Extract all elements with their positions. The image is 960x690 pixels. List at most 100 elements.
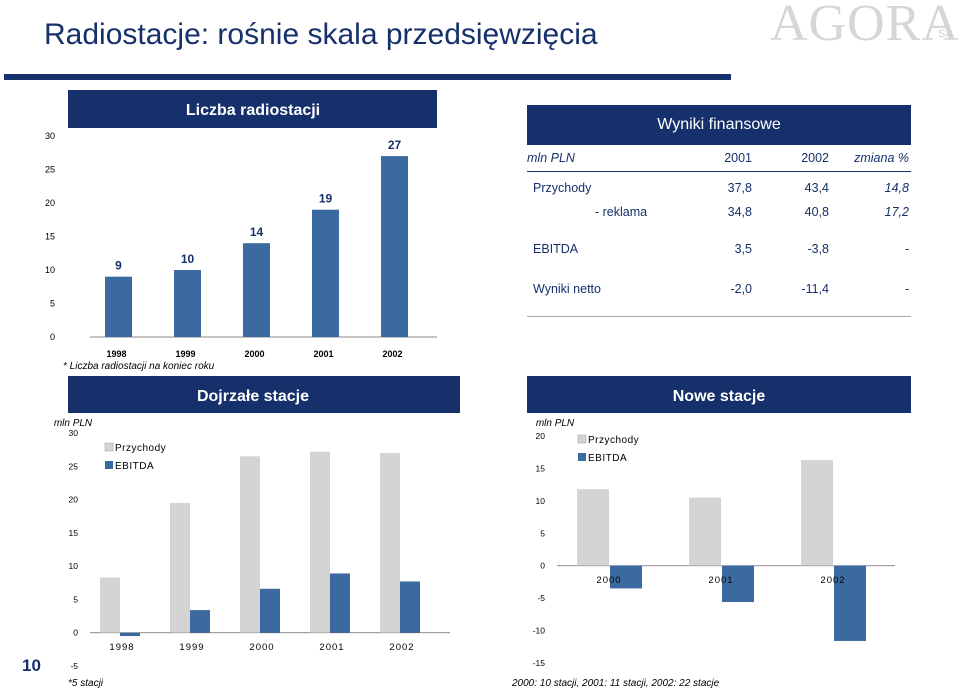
stations-chart-title: Liczba radiostacji: [186, 102, 320, 119]
y-tick-label: 30: [69, 428, 79, 438]
row-label: - reklama: [595, 205, 648, 219]
new-chart-banner: [527, 376, 911, 413]
x-tick-label: 2001: [708, 575, 733, 586]
bar: [174, 270, 201, 337]
mature-chart-ylabel: mln PLN: [54, 418, 93, 429]
agora-logo: AGORA: [770, 0, 960, 52]
x-tick-label: 2001: [319, 642, 344, 653]
bar: [243, 243, 270, 337]
new-stations-chart: Nowe stacje mln PLN -15 -10 -5 0 5 10 15 20 2000…: [527, 376, 911, 668]
page-title: Radiostacje: rośnie skala przedsięwzięci…: [44, 18, 598, 51]
x-tick-label: 1999: [179, 642, 204, 653]
revenue-bar: [801, 459, 833, 566]
agora-logo-suffix: SA: [938, 28, 953, 40]
row-change: -: [904, 242, 909, 256]
table-row: EBITDA 3,5 -3,8 -: [527, 239, 911, 259]
row-2002: 40,8: [804, 205, 829, 219]
x-tick-label: 2002: [382, 349, 402, 359]
legend-label: EBITDA: [588, 453, 627, 464]
row-2002: 43,4: [804, 181, 829, 195]
data-label: 10: [181, 252, 195, 266]
legend-label: Przychody: [115, 443, 166, 454]
ebitda-bar: [400, 581, 420, 633]
table-row: - reklama 34,8 40,8 17,2: [527, 202, 911, 222]
legend-swatch: [105, 461, 113, 469]
data-label: 14: [250, 225, 264, 239]
ebitda-bar: [190, 610, 210, 633]
legend-swatch: [578, 453, 586, 461]
ebitda-bar: [834, 565, 866, 641]
row-2001: 3,5: [734, 242, 752, 256]
legend-label: EBITDA: [115, 461, 154, 472]
x-tick-label: 2000: [249, 642, 274, 653]
row-2002: -3,8: [807, 242, 829, 256]
page-number: 10: [22, 656, 41, 675]
legend-swatch: [577, 434, 587, 444]
stations-chart-banner: [68, 90, 437, 128]
revenue-bar: [100, 577, 120, 633]
row-2002: -11,4: [801, 282, 829, 296]
new-chart-title: Nowe stacje: [673, 388, 766, 405]
finance-table-title: Wyniki finansowe: [527, 105, 911, 145]
y-tick-label: 5: [73, 594, 78, 604]
y-tick-label: 20: [69, 495, 79, 505]
col-2002: 2002: [801, 151, 829, 165]
finance-table-frame: [527, 105, 911, 317]
ebitda-bar: [610, 565, 642, 589]
row-label: EBITDA: [533, 242, 579, 256]
table-row: Przychody 37,8 43,4 14,8: [527, 178, 911, 198]
row-change: 14,8: [884, 181, 909, 195]
col-change: zmiana %: [854, 151, 909, 165]
finance-table: mln PLN 2001 2002 zmiana % Przychody 37,…: [527, 145, 911, 299]
y-tick-label: 15: [69, 528, 79, 538]
revenue-bar: [380, 452, 400, 633]
y-tick-label: 15: [536, 463, 546, 473]
row-2001: -2,0: [730, 282, 752, 296]
x-tick-label: 2000: [244, 349, 264, 359]
new-footnote: 2000: 10 stacji, 2001: 11 stacji, 2002: …: [512, 678, 720, 689]
legend-label: Przychody: [588, 435, 639, 446]
row-label: Wyniki netto: [533, 282, 601, 296]
revenue-bar: [310, 451, 330, 633]
bar: [105, 276, 132, 337]
mature-chart-banner: [68, 376, 460, 413]
legend-swatch: [104, 442, 114, 452]
y-tick-label: 5: [50, 299, 55, 309]
revenue-bar: [577, 489, 609, 566]
row-2001: 37,8: [727, 181, 752, 195]
revenue-bar: [170, 502, 190, 633]
x-tick-label: 2002: [820, 575, 845, 586]
data-label: 19: [319, 192, 333, 206]
row-label: Przychody: [533, 181, 592, 195]
y-tick-label: 0: [540, 561, 545, 571]
x-tick-label: 2002: [389, 642, 414, 653]
ebitda-bar: [330, 573, 350, 633]
data-label: 27: [388, 138, 402, 152]
ebitda-bar: [260, 588, 280, 633]
y-tick-label: 5: [540, 528, 545, 538]
y-tick-label: 30: [45, 131, 55, 141]
row-change: -: [904, 282, 909, 296]
mature-stations-chart: Dojrzałe stacje mln PLN -5 0 5 10 15 20 25 30 19…: [54, 376, 460, 671]
mature-chart-title: Dojrzałe stacje: [197, 388, 309, 405]
mature-footnote: *5 stacji: [68, 678, 104, 689]
y-tick-label: 15: [45, 232, 55, 242]
y-tick-label: 0: [73, 628, 78, 638]
data-label: 9: [115, 259, 122, 273]
bar: [312, 209, 339, 337]
y-tick-label: 10: [69, 561, 79, 571]
y-tick-label: 25: [69, 461, 79, 471]
x-tick-label: 2000: [596, 575, 621, 586]
col-unit: mln PLN: [527, 151, 575, 165]
revenue-bar: [240, 456, 260, 633]
new-chart-ylabel: mln PLN: [536, 418, 575, 429]
y-tick-label: 10: [45, 265, 55, 275]
x-tick-label: 1999: [175, 349, 195, 359]
y-tick-label: -15: [533, 658, 546, 668]
row-2001: 34,8: [727, 205, 752, 219]
y-tick-label: 20: [536, 431, 546, 441]
revenue-bar: [689, 497, 721, 566]
ebitda-bar: [120, 632, 140, 637]
y-tick-label: -5: [70, 661, 78, 671]
finance-table-header: mln PLN 2001 2002 zmiana %: [527, 145, 911, 172]
